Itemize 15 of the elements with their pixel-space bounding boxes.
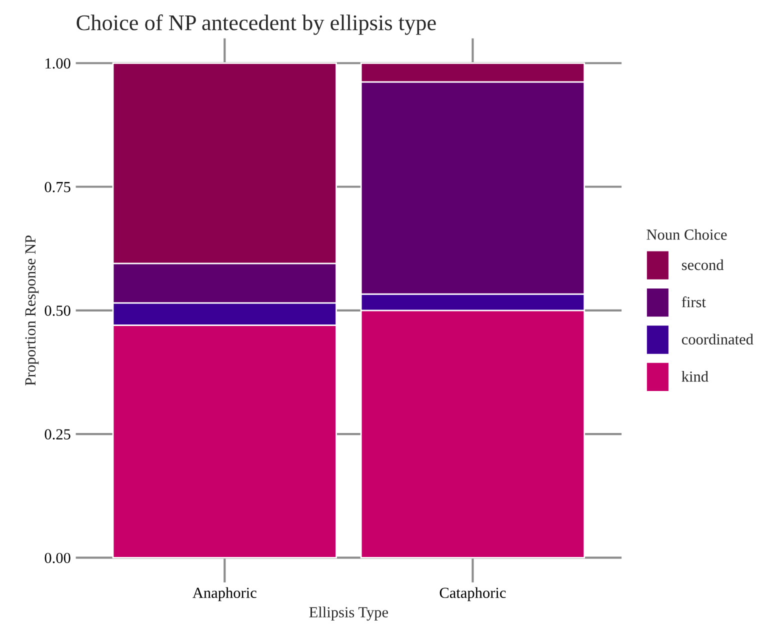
y-tick-label: 0.25 <box>44 429 70 440</box>
y-tick-label: 0.50 <box>44 306 70 316</box>
chart-title: Choice of NP antecedent by ellipsis type <box>76 14 436 35</box>
legend-label: kind <box>682 370 708 382</box>
y-tick-label: 1.00 <box>46 58 70 69</box>
legend-title: Noun Choice <box>646 229 727 240</box>
y-tick-label: 0.00 <box>44 552 70 564</box>
x-tick-label: Anaphoric <box>192 587 256 602</box>
legend-label: coordinated <box>682 334 754 345</box>
y-tick-label: 0.75 <box>44 182 70 192</box>
x-tick-label: Cataphoric <box>440 587 506 602</box>
x-axis-title: Ellipsis Type <box>309 606 388 621</box>
legend-label: first <box>682 296 706 308</box>
y-axis-title: Proportion Response NP <box>25 235 39 386</box>
legend-label: second <box>682 259 724 270</box>
